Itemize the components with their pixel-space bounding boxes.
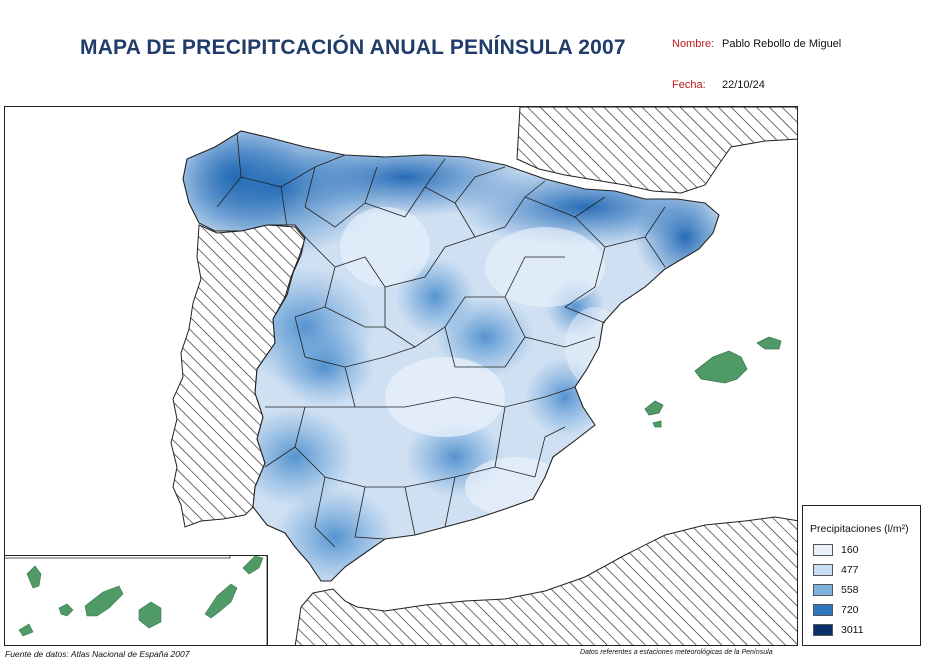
legend-label: 3011: [841, 624, 864, 636]
legend-swatch: [813, 604, 833, 616]
legend-item: 477: [813, 564, 913, 578]
legend: Precipitaciones (l/m²) 160 477 558 720 3…: [802, 505, 921, 646]
legend-swatch: [813, 584, 833, 596]
legend-item: 720: [813, 604, 913, 618]
inset-border-step: [5, 546, 231, 559]
north-africa-hatched-area: [294, 516, 797, 645]
map-frame: [4, 106, 798, 646]
map-title: MAPA DE PRECIPITCACIÓN ANUAL PENÍNSULA 2…: [80, 36, 626, 59]
fuerteventura-island: [204, 583, 238, 619]
canary-islands-inset: [4, 546, 268, 646]
legend-item: 3011: [813, 624, 913, 638]
legend-label: 720: [841, 604, 859, 616]
la-palma-island: [26, 565, 42, 589]
la-gomera-island: [58, 603, 74, 617]
stations-note: Datos referentes a estaciones meteorológ…: [580, 649, 773, 656]
lanzarote-island: [242, 555, 264, 575]
legend-title: Precipitaciones (l/m²): [810, 523, 909, 535]
tenerife-island: [84, 585, 124, 617]
legend-swatch: [813, 564, 833, 576]
legend-item: 558: [813, 584, 913, 598]
legend-swatch: [813, 624, 833, 636]
author-name: Pablo Rebollo de Miguel: [722, 38, 842, 50]
legend-item: 160: [813, 544, 913, 558]
province-borders: [216, 132, 666, 548]
legend-swatch: [813, 544, 833, 556]
data-source-note: Fuente de datos: Atlas Nacional de Españ…: [5, 649, 190, 659]
mallorca-island: [694, 350, 748, 384]
formentera-island: [652, 420, 662, 428]
date-value: 22/10/24: [722, 79, 765, 91]
menorca-island: [756, 336, 782, 350]
france-hatched-area: [516, 107, 797, 194]
peninsula-map: [170, 107, 797, 645]
date-label: Fecha:: [672, 79, 706, 91]
ibiza-island: [644, 400, 664, 416]
el-hierro-island: [18, 623, 34, 637]
legend-label: 477: [841, 564, 859, 576]
canary-islands-map: [5, 546, 268, 645]
spain-outline: [182, 130, 720, 582]
gran-canaria-island: [138, 601, 162, 629]
legend-label: 558: [841, 584, 859, 596]
legend-label: 160: [841, 544, 859, 556]
author-label: Nombre:: [672, 38, 715, 50]
